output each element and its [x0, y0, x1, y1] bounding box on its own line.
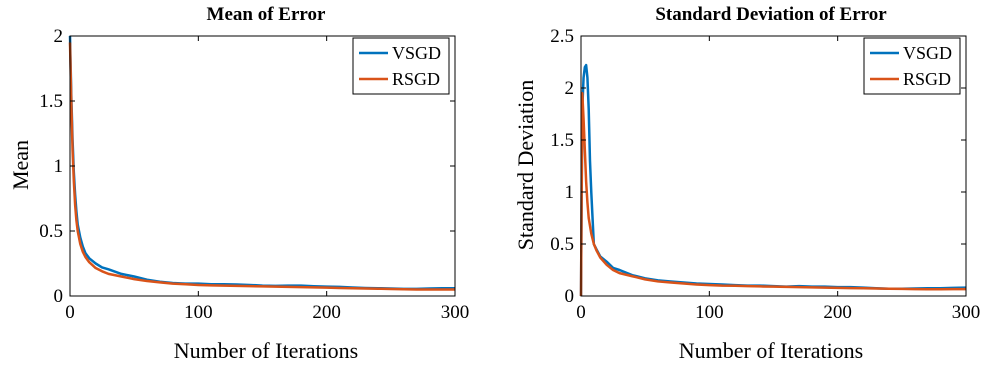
x-tick-label: 100: [184, 302, 213, 323]
series-lines: [68, 35, 455, 291]
y-tick-label: 1: [54, 156, 64, 177]
series-line-vsgd: [579, 63, 967, 297]
y-tick-label: 2: [54, 26, 64, 47]
legend: VSGD RSGD: [352, 37, 450, 95]
y-tick-label: 1: [565, 182, 575, 203]
y-axis-label: Mean: [8, 140, 33, 190]
y-axis: 0 0.5 1 1.5 2 2.5: [550, 26, 966, 307]
legend-label-rsgd: RSGD: [903, 69, 951, 89]
y-axis: 0 0.5 1 1.5 2: [39, 26, 455, 307]
x-axis-label: Number of Iterations: [174, 338, 359, 363]
x-tick-label: 300: [952, 302, 981, 323]
series-line-rsgd: [68, 42, 455, 291]
x-tick-label: 200: [312, 302, 341, 323]
y-tick-label: 0: [54, 286, 64, 307]
y-tick-label: 0.5: [550, 234, 574, 255]
legend-box: [863, 37, 961, 95]
legend-label-vsgd: VSGD: [903, 43, 952, 63]
y-tick-label: 0: [565, 286, 575, 307]
y-tick-label: 0.5: [39, 221, 63, 242]
x-tick-label: 200: [823, 302, 852, 323]
x-axis-label: Number of Iterations: [679, 338, 864, 363]
chart-standard-deviation-of-error: Standard Deviation of Error Number of It…: [513, 4, 980, 363]
x-tick-label: 100: [695, 302, 724, 323]
x-tick-label: 0: [576, 302, 586, 323]
series-line-rsgd: [579, 91, 966, 297]
y-tick-label: 2: [565, 78, 575, 99]
y-tick-label: 1.5: [550, 130, 574, 151]
axes-box: [580, 35, 967, 297]
series-lines: [579, 63, 967, 297]
legend-box: [352, 37, 450, 95]
y-tick-label: 2.5: [550, 26, 574, 47]
chart-mean-of-error: Mean of Error Number of Iterations Mean …: [8, 4, 469, 363]
legend: VSGD RSGD: [863, 37, 961, 95]
x-axis: 0 100 200 300: [576, 36, 980, 323]
chart-title: Standard Deviation of Error: [655, 4, 887, 25]
legend-label-rsgd: RSGD: [392, 69, 440, 89]
y-axis-label: Standard Deviation: [513, 80, 538, 250]
chart-title: Mean of Error: [207, 4, 326, 25]
legend-label-vsgd: VSGD: [392, 43, 441, 63]
x-tick-label: 300: [441, 302, 470, 323]
y-tick-label: 1.5: [39, 91, 63, 112]
x-axis: 0 100 200 300: [65, 36, 469, 323]
x-tick-label: 0: [65, 302, 75, 323]
